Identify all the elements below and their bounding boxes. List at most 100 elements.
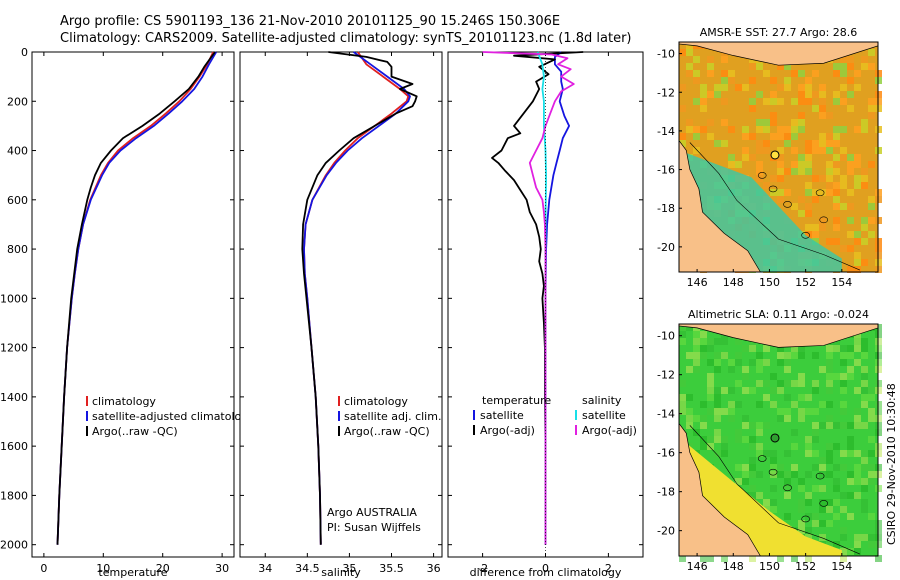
sst_map-field-cell xyxy=(686,119,693,126)
sst_map-field-cell xyxy=(770,189,777,196)
sst_map-field-cell xyxy=(826,238,833,245)
temperature-ytick-label: 600 xyxy=(7,194,28,207)
sla_map-field-cell xyxy=(763,394,770,401)
sla_map-field-cell xyxy=(805,450,812,457)
sla_map-field-cell xyxy=(777,555,784,562)
sla_map-field-cell xyxy=(819,422,826,429)
sst_map-field-cell xyxy=(854,126,861,133)
sst_map-field-cell xyxy=(784,133,791,140)
sst_map-field-cell xyxy=(707,70,714,77)
sla_map-field-cell xyxy=(854,387,861,394)
sla_map-field-cell xyxy=(875,555,882,562)
sla_map-field-cell xyxy=(812,380,819,387)
sst_map-reef-outline xyxy=(783,201,792,208)
sst_map-field-cell xyxy=(861,238,868,245)
sla_map-xtick-label: 148 xyxy=(723,560,744,573)
sst_map-xtick-label: 148 xyxy=(723,276,744,289)
sst_map-field-cell xyxy=(812,147,819,154)
sla_map-field-cell xyxy=(679,338,686,345)
sst_map-field-cell xyxy=(847,189,854,196)
sst_map-field-cell xyxy=(861,182,868,189)
sla_map-field-cell xyxy=(868,464,875,471)
sla_map-field-cell xyxy=(777,464,784,471)
sla_map-field-cell xyxy=(700,352,707,359)
sst_map-field-cell xyxy=(847,245,854,252)
sla_map-field-cell xyxy=(861,499,868,506)
sla_map-field-cell xyxy=(735,464,742,471)
sla_map-field-cell xyxy=(714,394,721,401)
sst_map-field-cell xyxy=(749,63,756,70)
difference-temp-legend-label: Argo(-adj) xyxy=(480,424,535,437)
sla_map-field-cell xyxy=(714,366,721,373)
sst_map-field-cell xyxy=(812,105,819,112)
sst_map-field-cell xyxy=(826,140,833,147)
sla_map-field-cell xyxy=(770,471,777,478)
sla_map-field-cell xyxy=(861,366,868,373)
sst_map-field-cell xyxy=(840,98,847,105)
sla_map-field-cell xyxy=(742,464,749,471)
sst_map-argo-marker xyxy=(770,150,780,160)
sla_map-field-cell xyxy=(693,338,700,345)
sla_map-field-cell xyxy=(861,345,868,352)
sla_map-field-cell xyxy=(854,541,861,548)
sst_map-field-cell xyxy=(756,140,763,147)
sst_map-field-cell xyxy=(707,63,714,70)
sst_map-field-cell xyxy=(840,182,847,189)
sla_map-field-cell xyxy=(798,345,805,352)
sst_map-field-cell xyxy=(833,196,840,203)
sst_map-field-cell xyxy=(840,245,847,252)
sla_map-field-cell xyxy=(798,352,805,359)
sla_map-field-cell xyxy=(812,352,819,359)
sst_map-field-cell xyxy=(700,91,707,98)
sla_map-field-cell xyxy=(714,352,721,359)
sla_map-field-cell xyxy=(833,373,840,380)
sla_map-field-cell xyxy=(700,338,707,345)
sla_map-field-cell xyxy=(728,408,735,415)
sla_map-field-cell xyxy=(861,394,868,401)
sla_map-field-cell xyxy=(679,394,686,401)
sst_map-field-cell xyxy=(791,203,798,210)
sst_map-field-cell xyxy=(812,91,819,98)
temperature-ytick-label: 200 xyxy=(7,95,28,108)
difference-xtick-label: 0 xyxy=(542,562,549,575)
sla_map-field-cell xyxy=(826,541,833,548)
sla_map-field-cell xyxy=(742,436,749,443)
sla_map-field-cell xyxy=(777,471,784,478)
sst_map-field-cell xyxy=(861,119,868,126)
sla_map-field-cell xyxy=(700,443,707,450)
sst_map-field-cell xyxy=(798,161,805,168)
sst_map-field-cell xyxy=(805,168,812,175)
sla_map-field-cell xyxy=(826,520,833,527)
sla-map-panel: Altimetric SLA: 0.11 Argo: -0.024 146 148 1… xyxy=(657,308,882,573)
sla_map-field-cell xyxy=(742,478,749,485)
sla_map-field-cell xyxy=(784,471,791,478)
sla_map-field-cell xyxy=(777,408,784,415)
sla_map-field-cell xyxy=(861,401,868,408)
sla_map-field-cell xyxy=(798,478,805,485)
sst_map-field-cell xyxy=(798,84,805,91)
temperature-legend-label: climatology xyxy=(92,395,156,408)
sla_map-field-cell xyxy=(721,387,728,394)
sla_map-field-cell xyxy=(777,387,784,394)
sla_map-field-cell xyxy=(735,352,742,359)
sla_map-field-cell xyxy=(861,422,868,429)
sst_map-field-cell xyxy=(847,63,854,70)
sst_map-field-cell xyxy=(763,182,770,189)
sla_map-field-cell xyxy=(742,415,749,422)
sst_map-field-cell xyxy=(721,77,728,84)
sst_map-field-cell xyxy=(756,63,763,70)
sst_map-field-cell xyxy=(798,91,805,98)
sla_map-field-cell xyxy=(868,478,875,485)
temperature-ytick-label: 1600 xyxy=(0,440,28,453)
sla_map-field-cell xyxy=(742,373,749,380)
sst_map-field-cell xyxy=(819,147,826,154)
sst_map-field-cell xyxy=(777,161,784,168)
sla_map-field-cell xyxy=(798,415,805,422)
sst_map-field-cell xyxy=(686,63,693,70)
sla_map-ytick-label: -10 xyxy=(657,330,675,343)
sst_map-field-cell xyxy=(805,210,812,217)
sst_map-field-cell xyxy=(756,126,763,133)
sla_map-field-cell xyxy=(735,338,742,345)
sla_map-field-cell xyxy=(700,415,707,422)
sst_map-field-cell xyxy=(861,217,868,224)
